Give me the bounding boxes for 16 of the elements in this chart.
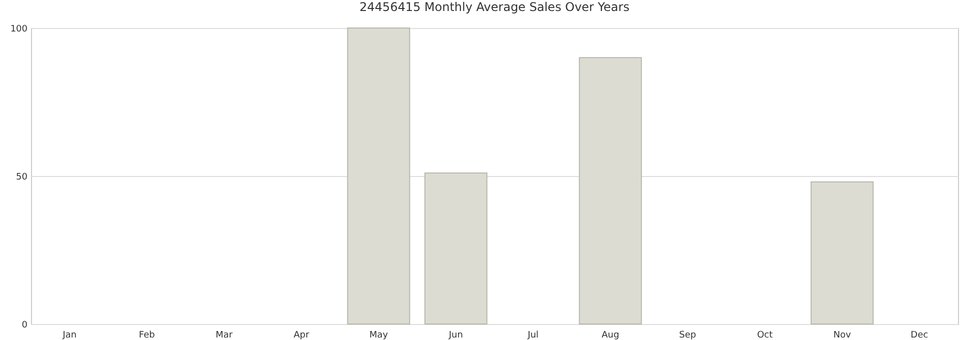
x-tick-label: Feb (138, 330, 156, 340)
x-tick-label: Aug (602, 330, 620, 340)
x-tick-label: Dec (910, 330, 928, 340)
x-tick-label: Sep (679, 330, 696, 340)
x-tick-label: Jul (526, 330, 539, 340)
chart-title: 24456415 Monthly Average Sales Over Years (360, 0, 630, 14)
x-tick-label: May (369, 330, 389, 340)
x-tick-label: Apr (294, 330, 310, 340)
x-tick-label: Mar (216, 330, 233, 340)
y-tick-label: 50 (16, 172, 28, 182)
x-tick-label: Jan (62, 330, 77, 340)
x-tick-label: Oct (757, 330, 774, 340)
y-tick-label: 100 (10, 24, 28, 34)
x-tick-label: Nov (833, 330, 852, 340)
x-tick-label: Jun (448, 330, 463, 340)
y-tick-label: 0 (22, 320, 28, 330)
